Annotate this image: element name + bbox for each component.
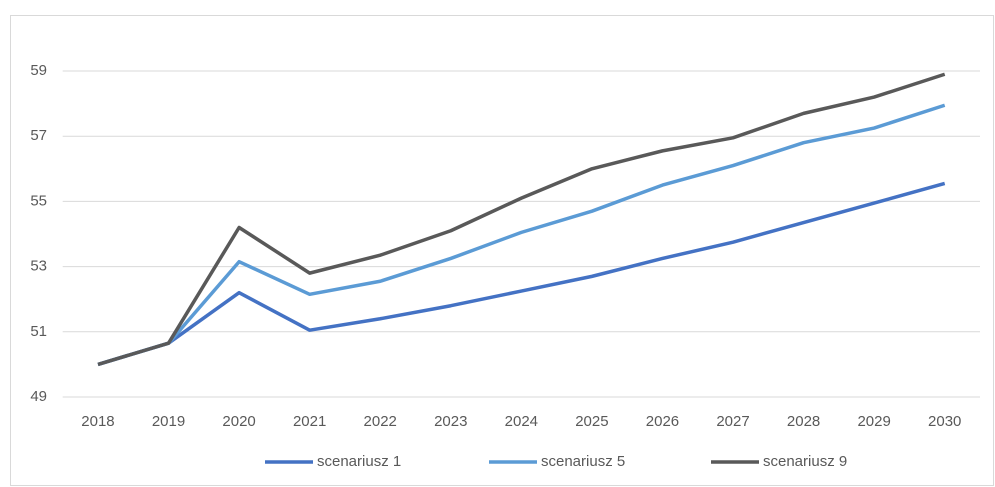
x-tick-label: 2030 <box>928 413 961 430</box>
x-tick-label: 2018 <box>81 413 114 430</box>
x-tick-label: 2025 <box>575 413 608 430</box>
y-tick-label: 51 <box>30 323 47 340</box>
x-tick-label: 2029 <box>857 413 890 430</box>
series-line <box>97 103 946 367</box>
x-tick-label: 2022 <box>364 413 397 430</box>
legend-label: scenariusz 1 <box>317 453 401 470</box>
series-line <box>97 72 946 367</box>
x-tick-label: 2024 <box>505 413 538 430</box>
x-tick-label: 2028 <box>787 413 820 430</box>
x-tick-label: 2026 <box>646 413 679 430</box>
legend-label: scenariusz 9 <box>763 453 847 470</box>
y-tick-label: 53 <box>30 258 47 275</box>
x-tick-label: 2019 <box>152 413 185 430</box>
chart-border <box>10 15 994 486</box>
x-tick-label: 2023 <box>434 413 467 430</box>
y-tick-label: 59 <box>30 62 47 79</box>
y-tick-label: 49 <box>30 388 47 405</box>
x-tick-label: 2027 <box>716 413 749 430</box>
legend-label: scenariusz 5 <box>541 453 625 470</box>
y-tick-label: 55 <box>30 192 47 209</box>
x-tick-label: 2021 <box>293 413 326 430</box>
series-line <box>97 181 946 367</box>
x-tick-label: 2020 <box>222 413 255 430</box>
y-tick-label: 57 <box>30 127 47 144</box>
